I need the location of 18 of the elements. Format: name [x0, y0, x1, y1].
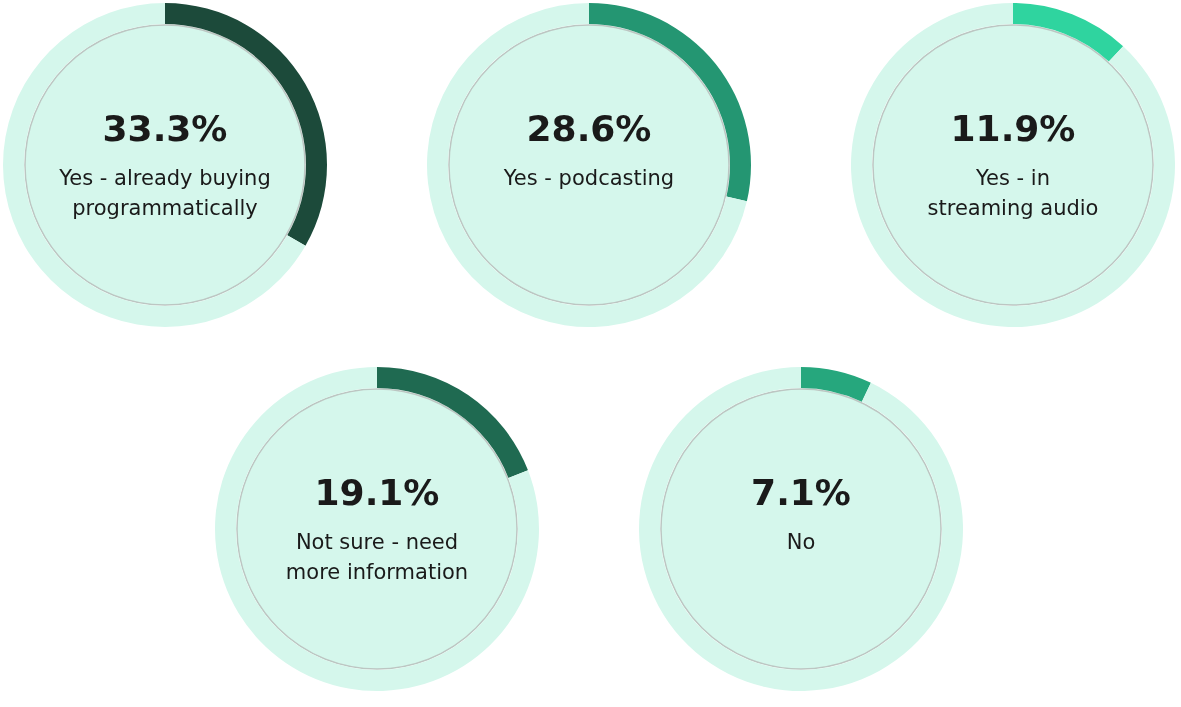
donut-slice: [215, 367, 539, 691]
slice-label: Yes - already buying programmatically: [58, 166, 271, 220]
donut-slice: [801, 367, 871, 402]
donut-slice: [851, 3, 1175, 327]
slice-label: No: [786, 530, 816, 554]
donut-slice: [3, 3, 306, 327]
donut-slice: [377, 367, 528, 478]
donut-slice: [639, 367, 963, 691]
slice-label: Yes - podcasting: [502, 166, 675, 190]
slice-label: Not sure - need more information: [285, 530, 469, 584]
data-label: 11.9%: [950, 108, 1076, 149]
donut-slice: [1013, 3, 1124, 62]
data-label: 7.1%: [751, 472, 851, 513]
donut-slice: [427, 3, 747, 327]
slice-label: Yes - in streaming audio: [927, 166, 1099, 220]
data-label: 19.1%: [314, 472, 440, 513]
data-label: 28.6%: [526, 108, 652, 149]
data-label: 33.3%: [102, 108, 228, 149]
